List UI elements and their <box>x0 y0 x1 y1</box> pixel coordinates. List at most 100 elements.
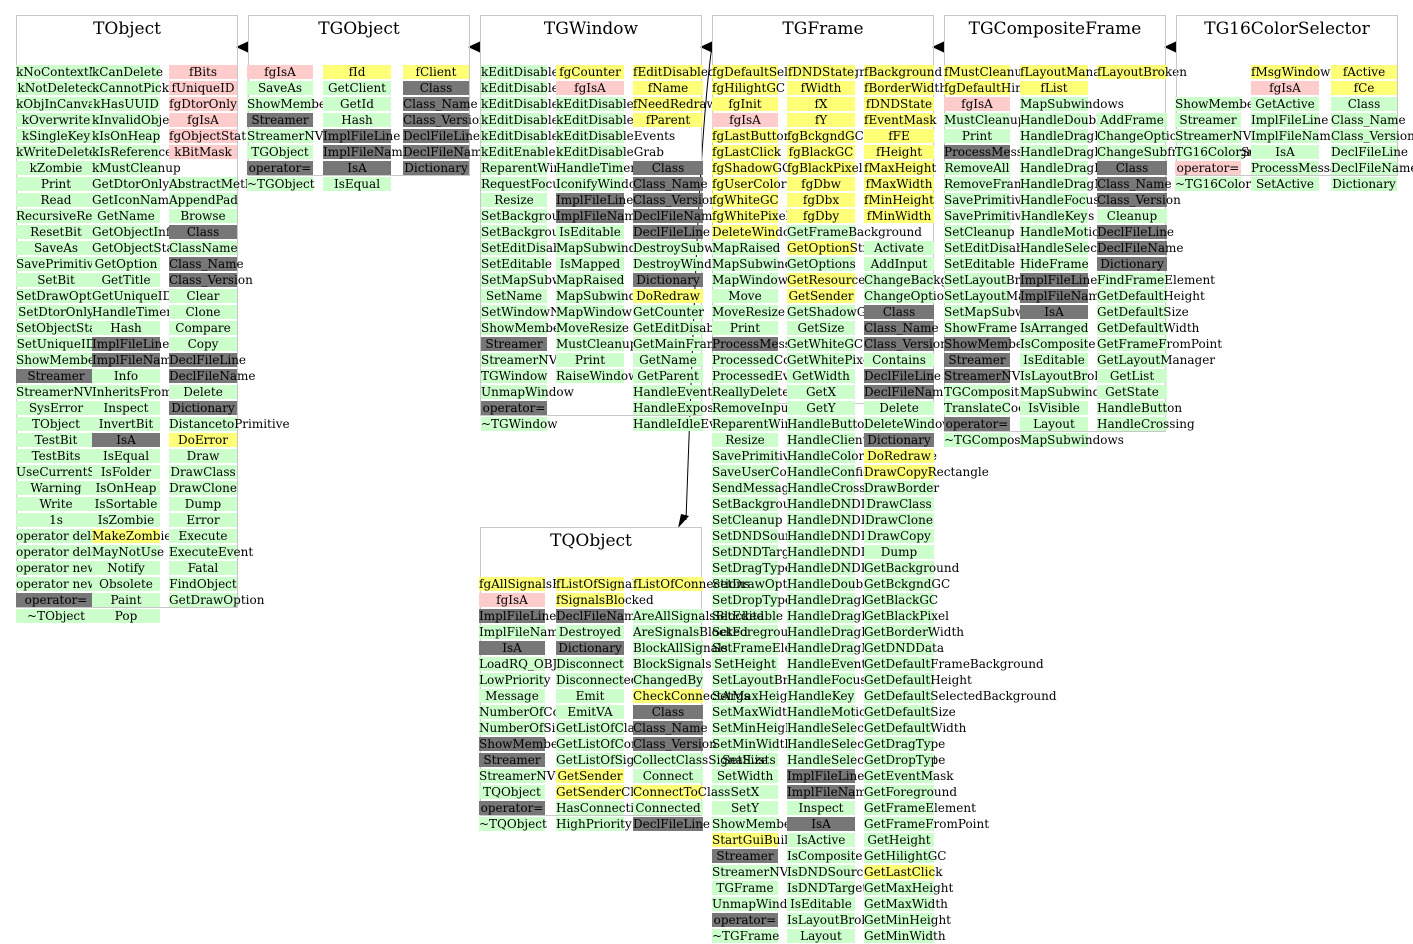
tgcompositeframe-method-cell: IsComposite <box>1020 337 1096 351</box>
tgobject-inherited-member-cell: DeclFileLine <box>403 129 481 143</box>
tobject-method-cell: GetObjectStat <box>92 241 179 255</box>
tgframe-method-cell: Resize <box>712 433 778 447</box>
tobject-private-member-cell: fgIsA <box>169 113 237 127</box>
tgframe-method-cell: ProcessedEvent <box>712 369 810 383</box>
tobject-method-cell: 1s <box>16 513 96 527</box>
tgcompositeframe-method-cell: Layout <box>1020 417 1088 431</box>
tgwindow-inherited-member-cell: Class_Name <box>633 177 708 191</box>
tgframe-virtual-member-cell: fgUserColor <box>712 177 787 191</box>
tobject-method-cell: Dump <box>169 497 237 511</box>
tgframe-virtual-member-cell: fDNDState <box>787 65 855 79</box>
tgframe-method-cell: GetBorderWidth <box>864 625 965 639</box>
tobject-virtual-member-cell: MakeZombie <box>92 529 172 543</box>
tgframe-virtual-member-cell: fgBlackGC <box>787 145 855 159</box>
tgframe-virtual-member-cell: DrawCopyRectangle <box>864 465 989 479</box>
tgframe-method-cell: SetDropType <box>712 593 792 607</box>
tobject-inherited-member-cell: Class <box>169 225 237 239</box>
tgframe-inherited-member-cell: ImplFileName <box>787 785 874 799</box>
tgwindow-method-cell: kEditDisableGrab <box>556 145 664 159</box>
tgframe-method-cell: Delete <box>864 401 934 415</box>
tgcompositeframe-inherited-member-cell: Class_Name <box>1097 177 1172 191</box>
tgcompositeframe-method-cell: GetFrameFromPoint <box>1097 337 1223 351</box>
tgwindow-inherited-member-cell: DeclFileLine <box>633 225 711 239</box>
tgframe-method-cell: HandleSelectionClear <box>787 737 921 751</box>
tgframe-method-cell: HandleDragLeave <box>787 625 898 639</box>
tqobject-inherited-member-cell: operator= <box>479 801 545 815</box>
tqobject-method-cell: HasConnection <box>556 801 650 815</box>
tgframe-virtual-member-cell: fgDby <box>787 209 855 223</box>
tqobject-inherited-member-cell: Dictionary <box>556 641 624 655</box>
tgframe-inherited-member-cell: IsA <box>787 817 855 831</box>
tgcompositeframe-method-cell: HideFrame <box>1020 257 1089 271</box>
tgframe-inherited-member-cell: ProcessMessage <box>712 337 813 351</box>
tgframe-method-cell: SaveUserColor <box>712 465 804 479</box>
tobject-method-cell: SaveAs <box>16 241 96 255</box>
tgframe-method-cell: HandleDNDDrop <box>787 497 891 511</box>
tgframe-method-cell: GetFrameElement <box>864 801 976 815</box>
tqobject-inherited-member-cell: ImplFileLine <box>479 609 557 623</box>
tgframe-method-cell: GetEventMask <box>864 769 954 783</box>
tgwindow-method-cell: MapRaised <box>556 273 625 287</box>
tqobject-method-cell: NumberOfSignals <box>479 721 589 735</box>
tobject-inherited-member-cell: Dictionary <box>169 401 237 415</box>
tgframe-method-cell: SetMaxWidth <box>712 705 795 719</box>
tgcompositeframe-method-cell: TGCompositeFrame <box>944 385 1066 399</box>
tgframe-method-cell: GetMaxHeight <box>864 881 954 895</box>
tgframe-method-cell: Activate <box>864 241 934 255</box>
tqobject-method-cell: EmitVA <box>556 705 624 719</box>
tg16colorselector-private-member-cell: fgIsA <box>1251 81 1319 95</box>
tgcompositeframe-method-cell: HandleSelection <box>1020 241 1121 255</box>
tgwindow-method-cell: kEditEnable <box>481 145 556 159</box>
tg16colorselector-method-cell: DeclFileName <box>1331 161 1413 175</box>
tgcompositeframe-inherited-member-cell: Class <box>1097 161 1167 175</box>
tgframe-method-cell: GetMinHeight <box>864 913 951 927</box>
tqobject-inherited-member-cell: Class <box>633 705 703 719</box>
tobject-method-cell: IsZombie <box>92 513 160 527</box>
tgframe-method-cell: HandleMotion <box>787 705 875 719</box>
tobject-method-cell: Obsolete <box>92 577 160 591</box>
tgwindow-method-cell: SetEditable <box>481 257 553 271</box>
tobject-method-cell: DrawClone <box>169 481 237 495</box>
tgcompositeframe-method-cell: GetDefaultWidth <box>1097 321 1200 335</box>
tobject-method-cell: Write <box>16 497 96 511</box>
tgcompositeframe-method-cell: ~TGCompositeFrame <box>944 433 1076 447</box>
tgframe-method-cell: GetDragType <box>864 737 946 751</box>
tgframe-method-cell: GetDefaultHeight <box>864 673 972 687</box>
tgwindow-method-cell: kEditDisableEvents <box>481 129 601 143</box>
tgframe-method-cell: GetDefaultWidth <box>864 721 967 735</box>
tgcompositeframe-virtual-member-cell: fMustCleanup <box>944 65 1030 79</box>
tobject-method-cell: kWriteDelete <box>16 145 97 159</box>
tgframe-method-cell: ~TGFrame <box>712 929 780 943</box>
tobject-method-cell: SetUniqueID <box>16 337 96 351</box>
tobject-method-cell: Warning <box>16 481 96 495</box>
tgframe-virtual-member-cell: fgDefaultSelectedBackground <box>712 65 895 79</box>
tgframe-method-cell: SetX <box>712 785 778 799</box>
tgcompositeframe-method-cell: GetLayoutManager <box>1097 353 1216 367</box>
tgframe-method-cell: IsLayoutBroken <box>787 913 884 927</box>
tobject-method-cell: ClassName <box>169 241 238 255</box>
tgcompositeframe-inherited-member-cell: Class_Version <box>1097 193 1181 207</box>
tgframe-virtual-member-cell: fMinHeight <box>864 193 934 207</box>
tgframe-method-cell: IsDNDTarget <box>787 881 868 895</box>
tgframe-method-cell: GetHilightGC <box>864 849 947 863</box>
tgframe-method-cell: Dump <box>864 545 934 559</box>
tobject-inherited-member-cell: Class_Version <box>169 273 253 287</box>
tgwindow-method-cell: kEditDisableBtnEnable <box>556 113 698 127</box>
tgcompositeframe-method-cell: GetList <box>1097 369 1167 383</box>
tgframe-virtual-member-cell: DoRedraw <box>864 449 934 463</box>
tgframe-virtual-member-cell: fEventMask <box>864 113 937 127</box>
tgframe-method-cell: HandleDNDFinished <box>787 529 914 543</box>
tgframe-method-cell: GetDropType <box>864 753 946 767</box>
tobject-method-cell: InvertBit <box>92 417 160 431</box>
tqobject-inherited-member-cell: Class_Name <box>633 721 708 735</box>
tgcompositeframe-inherited-member-cell: DeclFileLine <box>1097 225 1175 239</box>
tobject-method-cell: kOverwrite <box>16 113 96 127</box>
tqobject-private-member-cell: fgIsA <box>479 593 545 607</box>
tgobject-inherited-member-cell: Class <box>403 81 469 95</box>
tgframe-method-cell: HandleKey <box>787 689 855 703</box>
tgwindow-method-cell: UnmapWindow <box>481 385 574 399</box>
tgcompositeframe-method-cell: HandleDragEnter <box>1020 145 1129 159</box>
tg16colorselector-method-cell <box>1175 81 1241 95</box>
tgwindow-method-cell <box>633 145 703 159</box>
tg16colorselector-method-cell: TG16ColorSelector <box>1175 145 1292 159</box>
